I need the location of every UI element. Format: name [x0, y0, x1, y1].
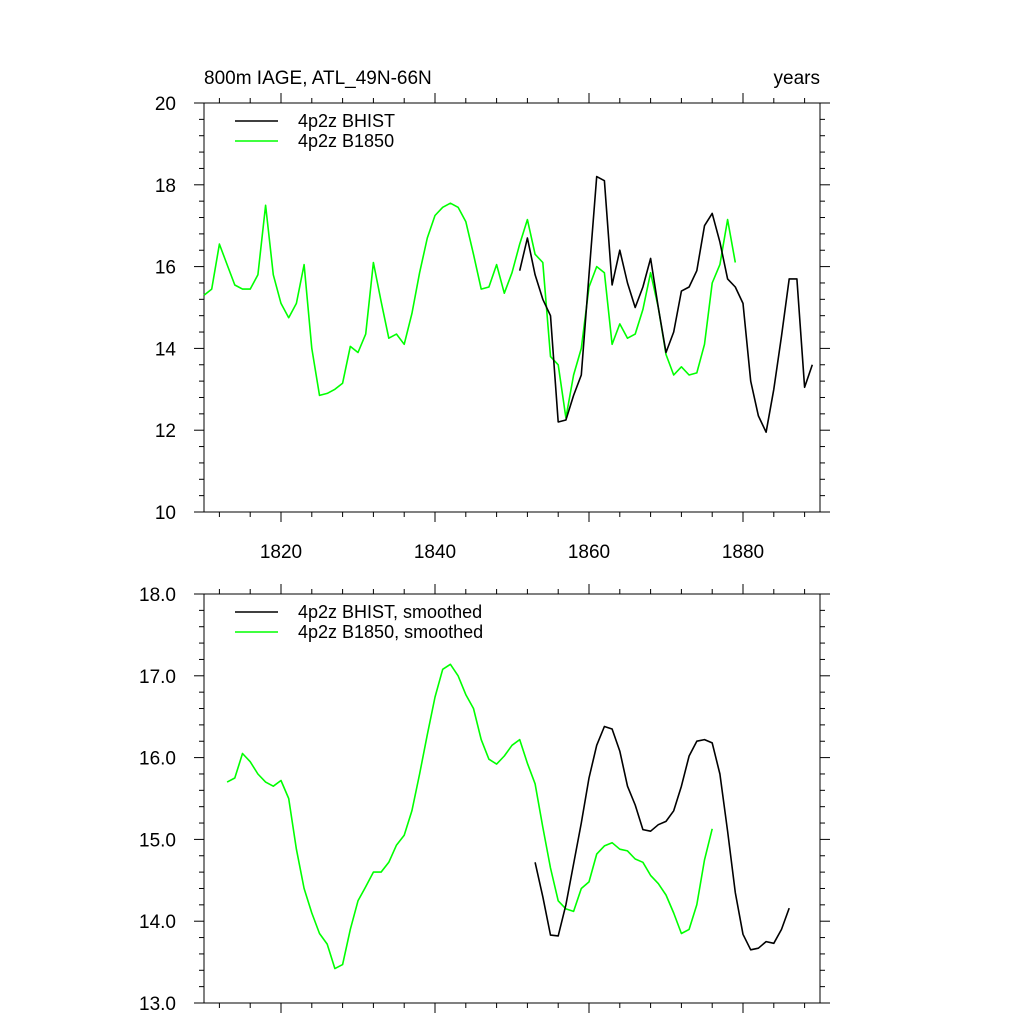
y-tick-label: 18.0 — [139, 585, 176, 606]
y-tick-label: 14 — [155, 339, 177, 360]
plot-frame — [203, 102, 821, 513]
chart-title-right: years — [774, 68, 820, 89]
legend-label: 4p2z BHIST, smoothed — [298, 602, 482, 622]
x-tick-label: 1880 — [722, 542, 764, 563]
y-tick-label: 18 — [155, 176, 176, 197]
x-tick-label: 1860 — [568, 542, 610, 563]
series-line — [203, 202, 737, 419]
legend-label: 4p2z B1850 — [298, 131, 394, 151]
y-tick-label: 16 — [155, 258, 176, 279]
y-tick-label: 20 — [155, 94, 176, 115]
plot-frame — [203, 593, 821, 1004]
chart-title: 800m IAGE, ATL_49N-66N — [204, 68, 432, 89]
y-tick-label: 12 — [155, 421, 176, 442]
legend-label: 4p2z BHIST — [298, 111, 395, 131]
x-tick-label: 1820 — [260, 542, 302, 563]
y-tick-label: 17.0 — [139, 667, 176, 688]
series-line — [518, 175, 814, 433]
series-line — [534, 725, 790, 951]
y-tick-label: 15.0 — [139, 830, 176, 851]
bottom-panel: 13.0 14.0 15.0 16.0 17.0 18.0 4p2z BHIST, smoo… — [139, 584, 830, 1015]
y-tick-label: 14.0 — [139, 912, 176, 933]
y-tick-label: 16.0 — [139, 749, 176, 770]
y-tick-label: 13.0 — [139, 994, 176, 1015]
series-line — [226, 663, 713, 970]
legend-label: 4p2z B1850, smoothed — [298, 622, 483, 642]
y-tick-label: 10 — [155, 503, 176, 524]
x-tick-label: 1840 — [414, 542, 456, 563]
